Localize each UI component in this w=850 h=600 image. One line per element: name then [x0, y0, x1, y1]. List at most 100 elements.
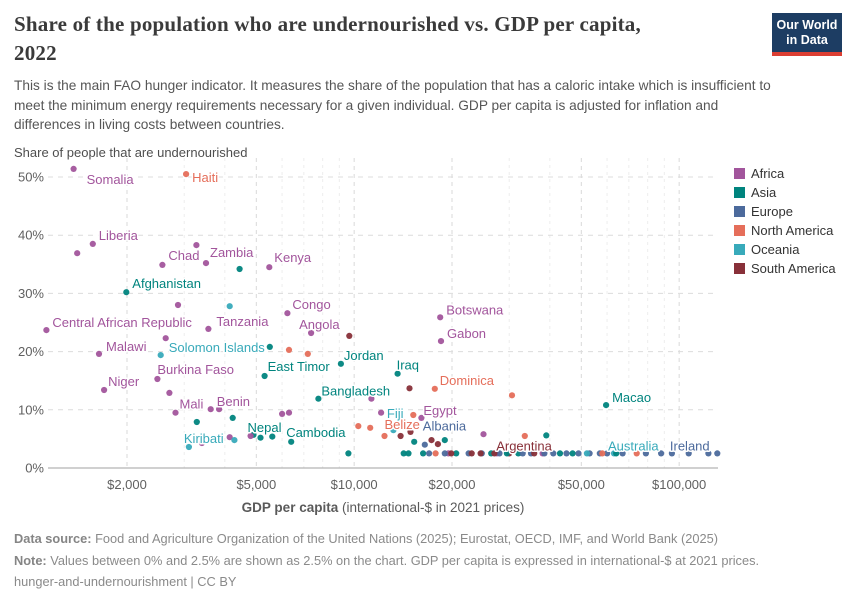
data-point-chad[interactable] — [159, 261, 166, 268]
data-point-egypt[interactable] — [418, 414, 425, 421]
data-point-albania[interactable] — [421, 441, 428, 448]
data-point[interactable] — [432, 450, 439, 457]
data-point-tanzania[interactable] — [205, 325, 212, 332]
data-point-dominica[interactable] — [431, 385, 438, 392]
data-point[interactable] — [285, 409, 293, 416]
data-point-gabon[interactable] — [437, 338, 445, 345]
data-point[interactable] — [642, 450, 650, 457]
data-point[interactable] — [346, 332, 353, 339]
data-point[interactable] — [368, 395, 375, 402]
data-point-ireland[interactable] — [668, 450, 676, 457]
data-point[interactable] — [257, 434, 264, 441]
data-point[interactable] — [563, 450, 570, 457]
data-point[interactable] — [162, 335, 169, 342]
data-point[interactable] — [74, 250, 81, 257]
data-point[interactable] — [705, 450, 712, 457]
data-point[interactable] — [519, 450, 526, 457]
data-point[interactable] — [569, 450, 576, 457]
data-point-macao[interactable] — [603, 402, 610, 409]
data-point-east-timor[interactable] — [261, 372, 268, 380]
data-point-iraq[interactable] — [394, 370, 401, 377]
data-point[interactable] — [503, 450, 510, 457]
data-point[interactable] — [434, 441, 441, 448]
data-point[interactable] — [406, 385, 413, 392]
data-point[interactable] — [397, 432, 404, 440]
data-point-malawi[interactable] — [95, 350, 103, 357]
data-point[interactable] — [599, 450, 606, 457]
data-point[interactable] — [390, 427, 397, 434]
data-point[interactable] — [685, 450, 692, 457]
data-point[interactable] — [420, 450, 427, 457]
data-point[interactable] — [198, 439, 205, 447]
legend-item-europe[interactable]: Europe — [734, 205, 836, 218]
data-point-kenya[interactable] — [266, 264, 273, 271]
data-point[interactable] — [247, 432, 254, 440]
data-point[interactable] — [174, 301, 182, 309]
data-point[interactable] — [428, 437, 435, 444]
data-point[interactable] — [613, 450, 620, 457]
data-point-jordan[interactable] — [337, 360, 344, 367]
data-point[interactable] — [216, 406, 223, 413]
data-point[interactable] — [480, 431, 487, 438]
data-point[interactable] — [426, 450, 433, 457]
data-point-haiti[interactable] — [183, 171, 190, 178]
data-point[interactable] — [285, 346, 293, 353]
data-point-bangladesh[interactable] — [315, 395, 322, 402]
data-point-mali[interactable] — [172, 409, 179, 416]
data-point[interactable] — [378, 409, 385, 416]
data-point-afghanistan[interactable] — [123, 289, 130, 296]
data-point-congo[interactable] — [284, 310, 291, 317]
data-point[interactable] — [266, 343, 273, 350]
legend-item-south-america[interactable]: South America — [734, 262, 836, 275]
data-point[interactable] — [575, 450, 582, 457]
data-point-burkina-faso[interactable] — [154, 375, 161, 383]
data-point-benin[interactable] — [207, 406, 214, 413]
data-point[interactable] — [491, 450, 498, 457]
data-point-zambia[interactable] — [202, 260, 210, 267]
data-point-angola[interactable] — [308, 329, 315, 337]
data-point[interactable] — [619, 450, 626, 457]
data-point[interactable] — [633, 450, 640, 457]
data-point[interactable] — [304, 350, 311, 357]
data-point-somalia[interactable] — [70, 165, 77, 172]
data-point[interactable] — [583, 450, 591, 457]
data-point[interactable] — [400, 450, 407, 457]
data-point[interactable] — [407, 428, 414, 435]
data-point-fiji[interactable] — [384, 418, 391, 426]
data-point[interactable] — [453, 450, 460, 457]
data-point-belize[interactable] — [381, 432, 388, 440]
data-point-solomon-islands[interactable] — [157, 352, 164, 359]
data-point[interactable] — [714, 450, 721, 457]
license-text[interactable]: hunger-and-undernourishment | CC BY — [14, 574, 237, 589]
data-point[interactable] — [508, 392, 516, 399]
data-point[interactable] — [521, 432, 528, 440]
data-point[interactable] — [279, 410, 286, 417]
owid-logo[interactable]: Our World in Data — [772, 13, 842, 56]
data-point[interactable] — [193, 418, 200, 426]
data-point[interactable] — [448, 450, 455, 457]
data-point[interactable] — [658, 450, 665, 457]
data-point[interactable] — [355, 423, 362, 430]
data-point[interactable] — [556, 450, 564, 457]
data-point[interactable] — [441, 450, 448, 457]
data-point[interactable] — [543, 432, 550, 439]
data-point[interactable] — [345, 450, 352, 457]
data-point[interactable] — [531, 450, 538, 457]
data-point[interactable] — [468, 450, 475, 457]
data-point[interactable] — [236, 265, 243, 273]
legend-item-asia[interactable]: Asia — [734, 186, 836, 199]
data-point-botswana[interactable] — [437, 314, 444, 321]
data-point[interactable] — [541, 450, 548, 457]
data-point-liberia[interactable] — [89, 240, 96, 247]
legend-item-oceania[interactable]: Oceania — [734, 243, 836, 256]
data-point[interactable] — [226, 303, 233, 310]
data-point[interactable] — [229, 414, 236, 421]
data-point[interactable] — [441, 437, 448, 444]
data-point[interactable] — [604, 450, 611, 457]
data-point[interactable] — [193, 242, 200, 249]
data-point-central-african-republic[interactable] — [43, 327, 50, 334]
data-point[interactable] — [367, 424, 374, 431]
data-point[interactable] — [166, 389, 173, 396]
data-point[interactable] — [411, 438, 418, 445]
data-point[interactable] — [405, 450, 412, 457]
